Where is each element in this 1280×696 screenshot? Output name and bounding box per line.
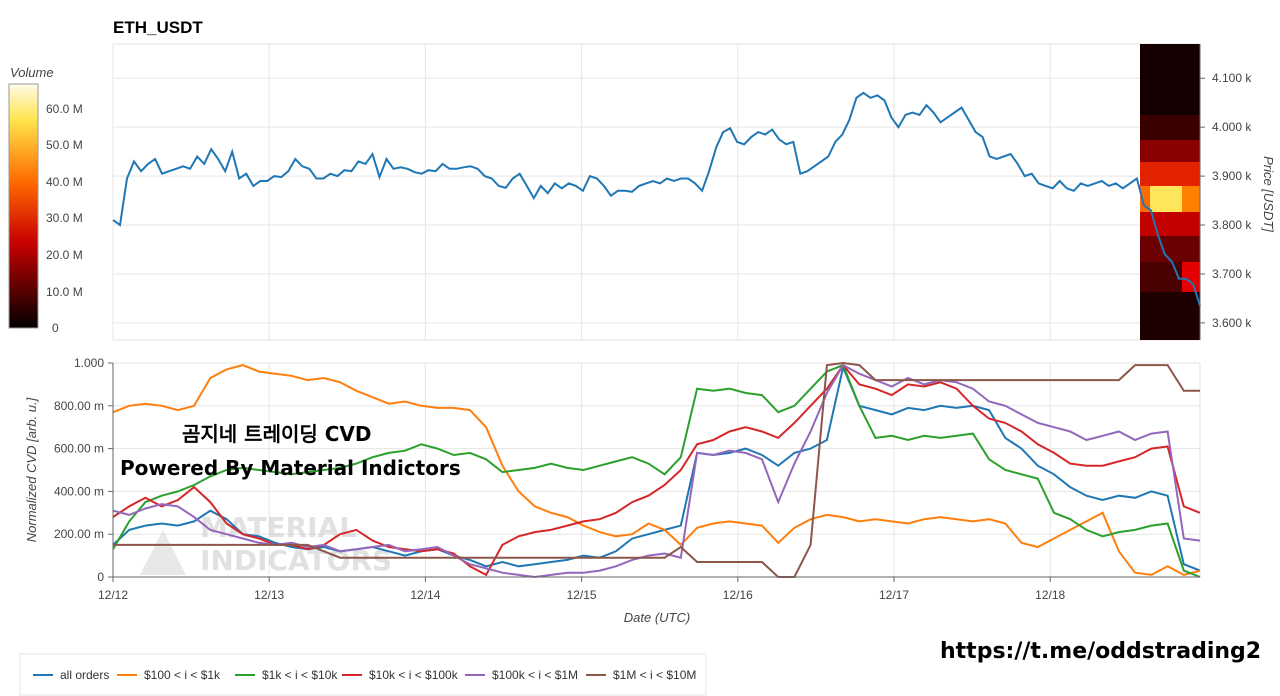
- price-plot-area: [112, 43, 1201, 341]
- price-tick-label: 3.700 k: [1212, 267, 1252, 281]
- x-tick-label: 12/13: [254, 588, 284, 602]
- heatmap-cell: [1140, 140, 1200, 162]
- price-tick-label: 3.800 k: [1212, 218, 1252, 232]
- price-series: [112, 91, 1201, 307]
- watermark-mountain-icon: [140, 530, 186, 575]
- cvd-tick-label: 200.00 m: [54, 527, 104, 541]
- legend: all orders $100 < i < $1k $1k < i < $10k $1…: [19, 653, 707, 696]
- price-tick-label: 3.600 k: [1212, 316, 1252, 330]
- heatmap-cell: [1182, 262, 1200, 292]
- cvd-series-line: [112, 363, 1201, 579]
- colorbar-tick-label: 50.0 M: [46, 138, 83, 152]
- cvd-y-axis-label: Normalized CVD [arb. u.]: [24, 397, 39, 542]
- overlay-title: 곰지네 트레이딩 CVD: [182, 422, 371, 446]
- cvd-tick-label: 1.000: [74, 356, 104, 370]
- telegram-link[interactable]: https://t.me/oddstrading2: [940, 639, 1261, 664]
- price-y-axis-label: Price [USDT]: [1261, 156, 1276, 232]
- heatmap-cell: [1140, 186, 1150, 212]
- x-tick-label: 12/14: [410, 588, 440, 602]
- colorbar-label: Volume: [10, 65, 54, 80]
- cvd-series-line: [112, 363, 1201, 578]
- heatmap-cell: [1140, 292, 1200, 340]
- volume-colorbar: Volume 60.0 M 50.0 M 40.0 M 30.0 M 20.0 M 10.…: [8, 65, 83, 335]
- cvd-series-line: [112, 364, 1201, 572]
- price-tick-label: 3.900 k: [1212, 169, 1252, 183]
- legend-item-label: $100 < i < $1k: [144, 668, 221, 682]
- x-tick-label: 12/16: [723, 588, 753, 602]
- legend-item-label: $100k < i < $1M: [492, 668, 578, 682]
- colorbar-tick-label: 30.0 M: [46, 211, 83, 225]
- heatmap-cell: [1140, 236, 1200, 262]
- legend-item-label: $10k < i < $100k: [369, 668, 459, 682]
- cvd-tick-label: 800.00 m: [54, 399, 104, 413]
- x-axis-label: Date (UTC): [624, 610, 690, 625]
- cvd-tick-label: 600.00 m: [54, 442, 104, 456]
- x-tick-label: 12/15: [567, 588, 597, 602]
- colorbar-ticks: 60.0 M 50.0 M 40.0 M 30.0 M 20.0 M 10.0 M 0: [46, 102, 83, 335]
- colorbar-tick-label: 40.0 M: [46, 175, 83, 189]
- price-grid: [112, 44, 1140, 340]
- volume-heatmap: [1140, 44, 1200, 340]
- colorbar-tick-label: 60.0 M: [46, 102, 83, 116]
- price-y-axis: 4.100 k 4.000 k 3.900 k 3.800 k 3.700 k 3.600…: [1199, 44, 1252, 340]
- cvd-tick-label: 0: [97, 570, 104, 584]
- chart-title: ETH_USDT: [113, 18, 203, 37]
- cvd-series-line: [112, 364, 1201, 576]
- x-tick-label: 12/12: [98, 588, 128, 602]
- price-line: [112, 91, 1201, 307]
- cvd-y-axis: 1.000 800.00 m 600.00 m 400.00 m 200.00 m 0: [54, 356, 114, 584]
- legend-item-label: $1k < i < $10k: [262, 668, 338, 682]
- heatmap-cell: [1140, 212, 1200, 236]
- cvd-series-line: [113, 361, 1200, 578]
- x-tick-label: 12/18: [1035, 588, 1065, 602]
- overlay-subtitle: Powered By Material Indictors: [120, 456, 461, 480]
- colorbar-tick-label: 20.0 M: [46, 248, 83, 262]
- legend-item-label: all orders: [60, 668, 109, 682]
- price-tick-label: 4.000 k: [1212, 120, 1252, 134]
- colorbar-gradient: [8, 83, 39, 329]
- cvd-series: [112, 361, 1201, 579]
- legend-item-label: $1M < i < $10M: [613, 668, 696, 682]
- colorbar-tick-label: 10.0 M: [46, 285, 83, 299]
- colorbar-tick-label: 0: [52, 321, 59, 335]
- x-tick-label: 12/17: [879, 588, 909, 602]
- heatmap-cell: [1140, 162, 1200, 186]
- heatmap-cell: [1140, 262, 1182, 292]
- watermark-line1: MATERIAL: [200, 511, 357, 544]
- cvd-x-axis: 12/12 12/13 12/14 12/15 12/16 12/17 12/18: [98, 576, 1200, 602]
- cvd-tick-label: 400.00 m: [54, 484, 104, 498]
- price-panel: 4.100 k 4.000 k 3.900 k 3.800 k 3.700 k 3.600…: [112, 43, 1276, 341]
- heatmap-cell: [1140, 115, 1200, 140]
- heatmap-cell: [1182, 186, 1200, 212]
- heatmap-cell: [1150, 186, 1182, 212]
- price-tick-label: 4.100 k: [1212, 71, 1252, 85]
